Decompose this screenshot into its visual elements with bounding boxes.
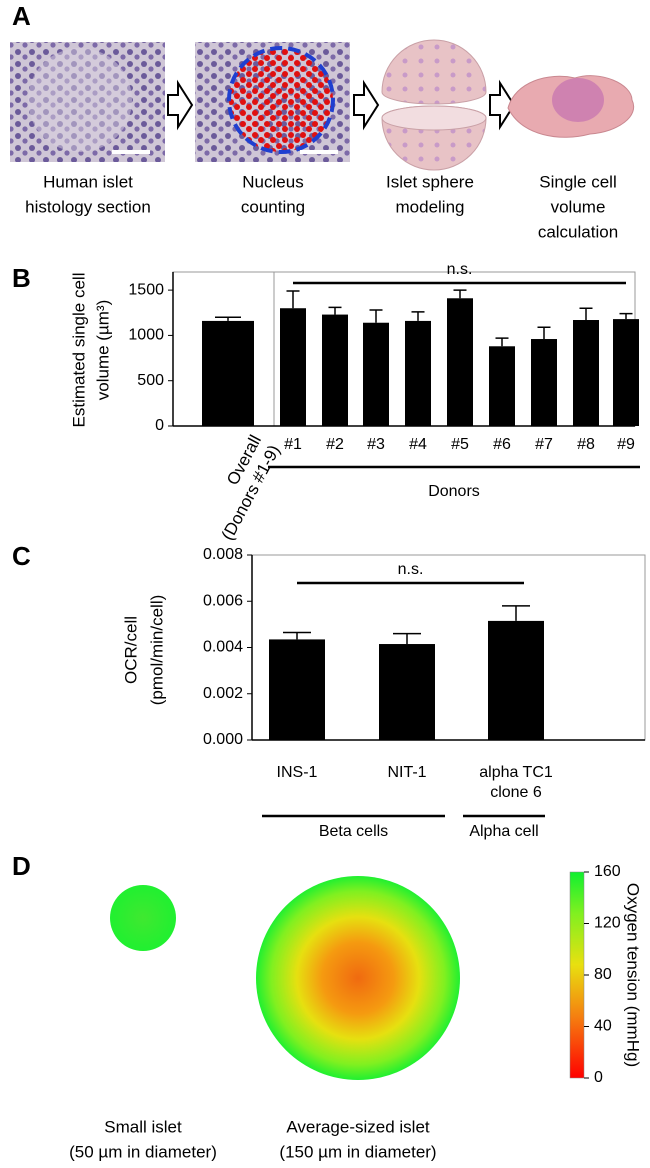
error-bar bbox=[411, 311, 425, 321]
error-bar bbox=[495, 337, 509, 347]
bar bbox=[531, 339, 557, 426]
error-bar bbox=[502, 605, 530, 621]
error-bar bbox=[286, 290, 300, 309]
x-tick-label: #9 bbox=[617, 436, 635, 453]
step-caption: counting bbox=[241, 197, 305, 216]
small-islet bbox=[110, 885, 176, 951]
nuclei-overlay bbox=[229, 48, 333, 152]
y-tick-label: 1500 bbox=[128, 281, 164, 298]
x-tick-label: #6 bbox=[493, 436, 511, 453]
islet-caption: (150 µm in diameter) bbox=[279, 1142, 436, 1161]
error-bar bbox=[393, 632, 421, 645]
error-bar bbox=[328, 306, 342, 315]
bar bbox=[613, 319, 639, 426]
nucleus bbox=[552, 78, 604, 122]
step-caption: Single cell bbox=[539, 172, 617, 191]
error-bar bbox=[369, 309, 383, 323]
section-face bbox=[381, 105, 487, 131]
bar bbox=[379, 644, 435, 740]
colorbar-tick-label: 0 bbox=[594, 1069, 603, 1086]
arrow bbox=[489, 79, 516, 131]
y-axis-label: Estimated single cell bbox=[69, 273, 88, 428]
y-tick-label: 0.006 bbox=[203, 592, 243, 609]
colorbar-label: Oxygen tension (mmHg) bbox=[624, 883, 643, 1067]
y-tick-label: 0.000 bbox=[203, 731, 243, 748]
y-axis-label: volume (µm³) bbox=[93, 300, 112, 400]
x-tick-label: alpha TC1 clone 6 bbox=[479, 764, 553, 801]
error-bar bbox=[283, 631, 311, 640]
x-tick-label: Overall(Donors #1-9) bbox=[199, 432, 284, 543]
bar bbox=[322, 314, 348, 426]
bar bbox=[573, 320, 599, 426]
bar bbox=[447, 298, 473, 426]
average-islet bbox=[256, 876, 460, 1080]
x-tick-label: #1 bbox=[284, 436, 302, 453]
panel-letter: B bbox=[12, 263, 31, 293]
colorbar-tick-label: 160 bbox=[594, 863, 621, 880]
bar bbox=[405, 320, 431, 426]
colorbar-tick-label: 120 bbox=[594, 915, 621, 932]
colorbar bbox=[569, 871, 585, 1079]
step-caption: calculation bbox=[538, 222, 618, 241]
bar bbox=[488, 620, 544, 740]
y-tick-label: 0.008 bbox=[203, 546, 243, 563]
y-axis-label: OCR/cell bbox=[121, 616, 140, 684]
group-label: Alpha cell bbox=[469, 823, 538, 840]
y-tick-label: 500 bbox=[137, 372, 164, 389]
error-bar bbox=[537, 326, 551, 340]
y-axis-label: (pmol/min/cell) bbox=[147, 595, 166, 706]
step-caption: Human islet bbox=[43, 172, 133, 191]
bar bbox=[489, 346, 515, 426]
step-caption: Islet sphere bbox=[386, 172, 474, 191]
step-caption: Nucleus bbox=[242, 172, 303, 191]
y-tick-label: 1000 bbox=[128, 327, 164, 344]
annotation: n.s. bbox=[398, 561, 424, 578]
x-tick-label: #7 bbox=[535, 436, 553, 453]
annotation: n.s. bbox=[447, 261, 473, 278]
islet-caption: (50 µm in diameter) bbox=[69, 1142, 217, 1161]
x-tick-label: #8 bbox=[577, 436, 595, 453]
bar bbox=[363, 322, 389, 426]
x-tick-label: #4 bbox=[409, 436, 427, 453]
upper-hemisphere bbox=[381, 39, 487, 105]
step-caption: histology section bbox=[25, 197, 151, 216]
error-bar bbox=[453, 289, 467, 299]
islet-caption: Small islet bbox=[104, 1117, 182, 1136]
bar bbox=[280, 308, 306, 426]
y-tick-label: 0.004 bbox=[203, 639, 243, 656]
bar bbox=[202, 320, 254, 426]
step-caption: modeling bbox=[396, 197, 465, 216]
error-bar bbox=[215, 316, 241, 321]
arrow bbox=[353, 79, 380, 131]
islet-region bbox=[28, 48, 132, 152]
step-caption: volume bbox=[551, 197, 606, 216]
arrow bbox=[167, 79, 194, 131]
panel-letter: C bbox=[12, 541, 31, 571]
error-bar bbox=[619, 312, 633, 320]
bar bbox=[269, 639, 325, 740]
colorbar-tick-label: 80 bbox=[594, 966, 612, 983]
x-tick-label: #3 bbox=[367, 436, 385, 453]
error-bar bbox=[579, 307, 593, 321]
group-label: Beta cells bbox=[319, 823, 388, 840]
x-tick-label: NIT-1 bbox=[387, 764, 426, 781]
group-label: Donors bbox=[428, 483, 480, 500]
y-tick-label: 0.002 bbox=[203, 685, 243, 702]
islet-outline bbox=[227, 46, 335, 154]
x-tick-label: #2 bbox=[326, 436, 344, 453]
x-tick-label: #5 bbox=[451, 436, 469, 453]
panel-letter: D bbox=[12, 851, 31, 881]
y-tick-label: 0 bbox=[155, 417, 164, 434]
colorbar-tick-label: 40 bbox=[594, 1018, 612, 1035]
x-tick-label: INS-1 bbox=[277, 764, 318, 781]
islet-caption: Average-sized islet bbox=[286, 1117, 430, 1136]
panel-letter: A bbox=[12, 1, 31, 31]
